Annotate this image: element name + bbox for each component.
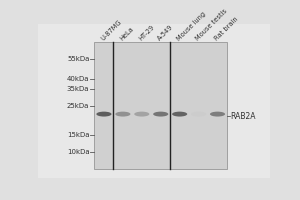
Text: U-87MG: U-87MG xyxy=(100,19,123,42)
Ellipse shape xyxy=(115,112,130,117)
Text: 10kDa: 10kDa xyxy=(67,149,89,155)
Text: Mouse lung: Mouse lung xyxy=(176,11,207,42)
Ellipse shape xyxy=(172,112,187,117)
Text: A-549: A-549 xyxy=(157,24,174,42)
Text: HeLa: HeLa xyxy=(118,26,135,42)
Text: 35kDa: 35kDa xyxy=(67,86,89,92)
Text: 25kDa: 25kDa xyxy=(67,103,89,109)
Ellipse shape xyxy=(191,112,206,117)
Text: HT-29: HT-29 xyxy=(138,24,155,42)
Ellipse shape xyxy=(210,112,225,117)
FancyBboxPatch shape xyxy=(38,24,270,178)
Ellipse shape xyxy=(153,112,168,117)
Text: 40kDa: 40kDa xyxy=(67,76,89,82)
Text: Rat brain: Rat brain xyxy=(213,16,239,42)
Ellipse shape xyxy=(96,112,112,117)
Text: Mouse testis: Mouse testis xyxy=(194,8,228,42)
Text: 15kDa: 15kDa xyxy=(67,132,89,138)
Text: 55kDa: 55kDa xyxy=(67,56,89,62)
FancyBboxPatch shape xyxy=(94,42,227,169)
Ellipse shape xyxy=(134,112,149,117)
Text: RAB2A: RAB2A xyxy=(230,112,256,121)
